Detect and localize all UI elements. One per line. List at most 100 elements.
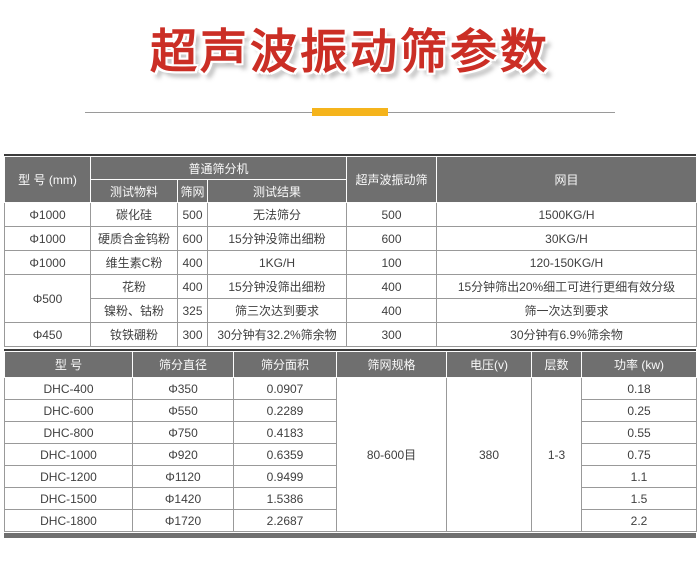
cell-diameter: Φ550 [132, 399, 234, 422]
cell-result: 30分钟有32.2%筛余物 [207, 322, 347, 347]
table-row: DHC-400 Φ350 0.0907 80-600目 380 1-3 0.18 [4, 377, 697, 532]
cell-model: Φ450 [4, 322, 91, 347]
cell-screen: 400 [177, 250, 208, 275]
title-divider [85, 108, 615, 116]
col-header-layers: 层数 [531, 351, 582, 378]
dhc-models-spec-table: 型 号 筛分直径 筛分面积 筛网规格 电压(v) 层数 功率 (kw) DHC-… [4, 351, 697, 532]
cell-result: 1KG/H [207, 250, 347, 275]
table-row: Φ1000 硬质合金钨粉 600 15分钟没筛出细粉 600 30KG/H [4, 226, 697, 251]
cell-mesh-spec: 80-600目 [336, 377, 447, 532]
cell-model: DHC-1500 [4, 487, 133, 510]
cell-area: 0.9499 [233, 465, 337, 488]
cell-ultrasonic: 600 [346, 226, 437, 251]
cell-diameter: Φ350 [132, 377, 234, 400]
col-header-sieve-diameter: 筛分直径 [132, 351, 234, 378]
cell-model: DHC-1800 [4, 509, 133, 532]
cell-model: DHC-800 [4, 421, 133, 444]
cell-ultrasonic: 400 [346, 298, 437, 323]
cell-diameter: Φ1420 [132, 487, 234, 510]
ordinary-vs-ultrasonic-table: 型 号 (mm) 普通筛分机 超声波振动筛 网目 测试物料 筛网 测试结果 Φ1… [4, 156, 697, 347]
cell-diameter: Φ920 [132, 443, 234, 466]
col-header-model: 型 号 (mm) [4, 156, 91, 203]
cell-model: DHC-600 [4, 399, 133, 422]
cell-model: Φ500 [4, 274, 91, 323]
cell-ultrasonic: 100 [346, 250, 437, 275]
table-header-row: 型 号 (mm) 普通筛分机 超声波振动筛 网目 [4, 156, 697, 203]
cell-mesh: 30分钟有6.9%筛余物 [436, 322, 697, 347]
col-header-mesh: 网目 [436, 156, 697, 203]
cell-area: 0.0907 [233, 377, 337, 400]
cell-material: 钕铁硼粉 [90, 322, 178, 347]
table-row: Φ1000 维生素C粉 400 1KG/H 100 120-150KG/H [4, 250, 697, 275]
table-row: Φ450 钕铁硼粉 300 30分钟有32.2%筛余物 300 30分钟有6.9… [4, 322, 697, 347]
cell-power: 0.75 [581, 443, 697, 466]
cell-material: 硬质合金钨粉 [90, 226, 178, 251]
table-row: Φ500 花粉 400 15分钟没筛出细粉 400 15分钟筛出20%细工可进行… [4, 274, 697, 323]
cell-power: 1.1 [581, 465, 697, 488]
col-header-sieve-area: 筛分面积 [233, 351, 337, 378]
col-header-ultrasonic-sieve: 超声波振动筛 [346, 156, 437, 203]
col-header-model: 型 号 [4, 351, 133, 378]
col-header-power: 功率 (kw) [581, 351, 697, 378]
cell-screen: 500 [177, 202, 208, 227]
table-subheader-row: 测试物料 筛网 测试结果 [5, 179, 697, 203]
table-row: DHC-1000 Φ920 0.6359 0.75 [4, 443, 697, 466]
models-spec-table-wrapper: 型 号 筛分直径 筛分面积 筛网规格 电压(v) 层数 功率 (kw) DHC-… [4, 349, 697, 532]
cell-screen: 300 [177, 322, 208, 347]
col-header-ordinary-sieve-group: 普通筛分机 [90, 156, 347, 180]
cell-material: 维生素C粉 [90, 250, 178, 275]
cell-area: 0.4183 [233, 421, 337, 444]
col-header-test-material: 测试物料 [90, 179, 178, 203]
cell-area: 1.5386 [233, 487, 337, 510]
cell-model: Φ1000 [4, 202, 91, 227]
cell-result: 15分钟没筛出细粉 [207, 226, 347, 251]
divider-accent-bar [312, 108, 388, 116]
cell-area: 0.2289 [233, 399, 337, 422]
cell-result: 15分钟没筛出细粉 [207, 274, 347, 299]
cell-power: 1.5 [581, 487, 697, 510]
cell-power: 0.55 [581, 421, 697, 444]
cell-mesh: 筛一次达到要求 [436, 298, 697, 323]
cell-material: 花粉 [90, 274, 178, 299]
col-header-voltage: 电压(v) [446, 351, 532, 378]
page-title: 超声波振动筛参数 [150, 25, 550, 78]
cell-area: 2.2687 [233, 509, 337, 532]
table-row: DHC-1500 Φ1420 1.5386 1.5 [4, 487, 697, 510]
cell-screen: 600 [177, 226, 208, 251]
cell-diameter: Φ1720 [132, 509, 234, 532]
cell-screen: 325 [177, 298, 208, 323]
table-row: DHC-1200 Φ1120 0.9499 1.1 [4, 465, 697, 488]
cell-power: 0.18 [581, 377, 697, 400]
cell-model: Φ1000 [4, 226, 91, 251]
cell-mesh: 120-150KG/H [436, 250, 697, 275]
cell-voltage: 380 [446, 377, 532, 532]
next-section-header-partial [4, 533, 696, 538]
cell-result: 筛三次达到要求 [207, 298, 347, 323]
cell-mesh: 30KG/H [436, 226, 697, 251]
table-row: Φ1000 碳化硅 500 无法筛分 500 1500KG/H [4, 202, 697, 227]
cell-diameter: Φ1120 [132, 465, 234, 488]
cell-power: 2.2 [581, 509, 697, 532]
col-header-screen: 筛网 [177, 179, 208, 203]
col-header-mesh-spec: 筛网规格 [336, 351, 447, 378]
cell-model: DHC-400 [4, 377, 133, 400]
cell-power: 0.25 [581, 399, 697, 422]
table-row: 镍粉、钴粉 325 筛三次达到要求 400 筛一次达到要求 [5, 298, 697, 323]
cell-material: 碳化硅 [90, 202, 178, 227]
cell-result: 无法筛分 [207, 202, 347, 227]
comparison-table-wrapper: 型 号 (mm) 普通筛分机 超声波振动筛 网目 测试物料 筛网 测试结果 Φ1… [4, 154, 697, 347]
col-header-test-result: 测试结果 [207, 179, 347, 203]
cell-model: Φ1000 [4, 250, 91, 275]
cell-ultrasonic: 500 [346, 202, 437, 227]
table-header-row: 型 号 筛分直径 筛分面积 筛网规格 电压(v) 层数 功率 (kw) [4, 351, 697, 378]
cell-model: DHC-1000 [4, 443, 133, 466]
cell-layers: 1-3 [531, 377, 582, 532]
cell-ultrasonic: 400 [346, 274, 437, 299]
cell-model: DHC-1200 [4, 465, 133, 488]
cell-material: 镍粉、钴粉 [90, 298, 178, 323]
cell-mesh: 15分钟筛出20%细工可进行更细有效分级 [436, 274, 697, 299]
cell-mesh: 1500KG/H [436, 202, 697, 227]
cell-diameter: Φ750 [132, 421, 234, 444]
cell-ultrasonic: 300 [346, 322, 437, 347]
table-row: DHC-1800 Φ1720 2.2687 2.2 [4, 509, 697, 532]
